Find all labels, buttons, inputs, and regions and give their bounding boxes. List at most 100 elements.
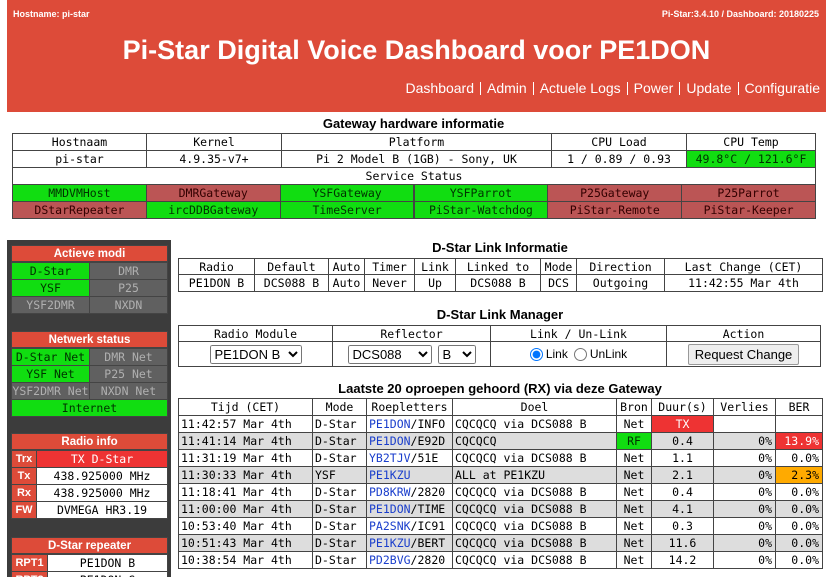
info-value: PE1DON B — [47, 554, 168, 572]
call-cell: CQCQCQ via DCS088 B — [452, 500, 617, 518]
service-status: PiStar-Remote — [547, 201, 683, 219]
panel-title: Radio info — [11, 433, 168, 450]
call-cell: D-Star — [312, 534, 367, 552]
hardware-header: CPU Load — [551, 133, 687, 151]
call-cell: TX — [651, 415, 714, 433]
hardware-value: 49.8°C / 121.6°F — [686, 150, 816, 168]
callsign-link[interactable]: PE1KZU — [369, 468, 411, 482]
status-cell: NXDN Net — [89, 382, 168, 400]
status-cell: YSF2DMR Net — [11, 382, 90, 400]
call-cell: 0.0% — [775, 449, 823, 467]
link-manager-header: Radio Module — [178, 325, 333, 342]
call-cell: RF — [616, 432, 652, 450]
nav-link[interactable]: Dashboard — [405, 80, 475, 96]
call-cell: 11:31:19 Mar 4th — [178, 449, 313, 467]
radio-option[interactable]: Link — [529, 347, 568, 361]
info-value: 438.925000 MHz — [36, 467, 168, 485]
link-manager-cell: DCS088 B — [332, 341, 491, 367]
call-cell: 2.3% — [775, 466, 823, 484]
call-cell: PE1DON/TIME — [366, 500, 453, 518]
call-cell: Net — [616, 534, 652, 552]
status-cell: DMR Net — [89, 348, 168, 366]
link-info-value: Outgoing — [576, 274, 665, 292]
call-cell: 0.0% — [775, 534, 823, 552]
call-cell: 0.0% — [775, 483, 823, 501]
info-label: RPT2 — [11, 571, 48, 577]
radio-button[interactable] — [573, 347, 587, 361]
call-cell: D-Star — [312, 551, 367, 569]
callsign-link[interactable]: PA2SNK — [369, 519, 411, 533]
nav-link[interactable]: Admin — [487, 80, 527, 96]
call-cell: 0% — [713, 432, 776, 450]
call-cell: 10:53:40 Mar 4th — [178, 517, 313, 535]
call-suffix: /2820 — [410, 485, 446, 499]
select[interactable]: B — [437, 344, 476, 364]
call-cell: 11.6 — [651, 534, 714, 552]
link-info-header: Radio — [178, 258, 255, 275]
callsign-link[interactable]: PE1KZU — [369, 536, 411, 550]
call-cell: YB2TJV/51E — [366, 449, 453, 467]
version: Pi-Star:3.4.10 / Dashboard: 20180225 — [661, 9, 819, 19]
radio-button[interactable] — [529, 347, 543, 361]
service-status: DStarRepeater — [12, 201, 147, 219]
hardware-value: 1 / 0.89 / 0.93 — [551, 150, 687, 168]
nav-link[interactable]: Actuele Logs — [539, 80, 621, 96]
radio-option[interactable]: UnLink — [573, 347, 627, 361]
call-cell: 11:00:00 Mar 4th — [178, 500, 313, 518]
service-status: ircDDBGateway — [145, 201, 281, 219]
call-cell: 0% — [713, 551, 776, 569]
link-info-value: PE1DON B — [178, 274, 255, 292]
request-button[interactable]: Request Change — [687, 343, 800, 365]
call-cell: CQCQCQ via DCS088 B — [452, 551, 617, 569]
call-cell: D-Star — [312, 449, 367, 467]
radio-label: Link — [545, 347, 568, 361]
callsign-link[interactable]: PE1DON — [369, 434, 411, 448]
link-info-header: Linked to — [455, 258, 541, 275]
callsign-link[interactable]: PD8KRW — [369, 485, 411, 499]
select[interactable]: PE1DON B — [209, 344, 302, 364]
calls-header: Tijd (CET) — [178, 398, 313, 416]
callsign-link[interactable]: PE1DON — [369, 417, 411, 431]
call-cell: 0.4 — [651, 432, 714, 450]
link-info-value: DCS088 B — [455, 274, 541, 292]
panel-title: D-Star repeater — [11, 537, 168, 554]
status-cell: P25 — [89, 279, 168, 297]
nav-separator — [626, 81, 628, 95]
calls-header: Bron — [616, 398, 652, 416]
callsign-link[interactable]: YB2TJV — [369, 451, 411, 465]
call-cell: 1.1 — [651, 449, 714, 467]
nav-link[interactable]: Configuratie — [744, 80, 821, 96]
calls-title: Laatste 20 oproepen gehoord (RX) via dez… — [338, 381, 662, 396]
info-value: DVMEGA HR3.19 — [36, 501, 168, 519]
call-cell: PE1DON/INFO — [366, 415, 453, 433]
info-value: PE1DON G — [47, 571, 168, 577]
nav-link[interactable]: Power — [633, 80, 674, 96]
call-cell: Net — [616, 500, 652, 518]
status-cell: D-Star Net — [11, 348, 90, 366]
call-cell: D-Star — [312, 500, 367, 518]
link-info-header: Direction — [576, 258, 665, 275]
link-info-header: Link — [414, 258, 456, 275]
callsign-link[interactable]: PE1DON — [369, 502, 411, 516]
call-cell: CQCQCQ — [452, 432, 617, 450]
link-manager-header: Action — [666, 325, 821, 342]
call-cell: Net — [616, 449, 652, 467]
callsign-link[interactable]: PD2BVG — [369, 553, 411, 567]
status-cell: Internet — [11, 399, 168, 417]
calls-header: BER — [775, 398, 823, 416]
hardware-value: Pi 2 Model B (1GB) - Sony, UK — [281, 150, 552, 168]
nav-link[interactable]: Update — [686, 80, 732, 96]
link-manager-title: D-Star Link Manager — [436, 307, 564, 322]
call-cell: D-Star — [312, 415, 367, 433]
link-info-value: Auto — [328, 274, 365, 292]
panel-title: Actieve modi — [11, 245, 168, 262]
call-suffix: /BERT — [410, 536, 446, 550]
status-cell: YSF — [11, 279, 90, 297]
service-status: PiStar-Keeper — [681, 201, 816, 219]
hardware-header: CPU Temp — [686, 133, 816, 151]
select[interactable]: DCS088 — [347, 344, 432, 364]
link-manager-cell: PE1DON B — [178, 341, 333, 367]
call-cell — [713, 415, 776, 433]
call-cell: 11:42:57 Mar 4th — [178, 415, 313, 433]
link-manager-cell: Request Change — [666, 341, 821, 367]
